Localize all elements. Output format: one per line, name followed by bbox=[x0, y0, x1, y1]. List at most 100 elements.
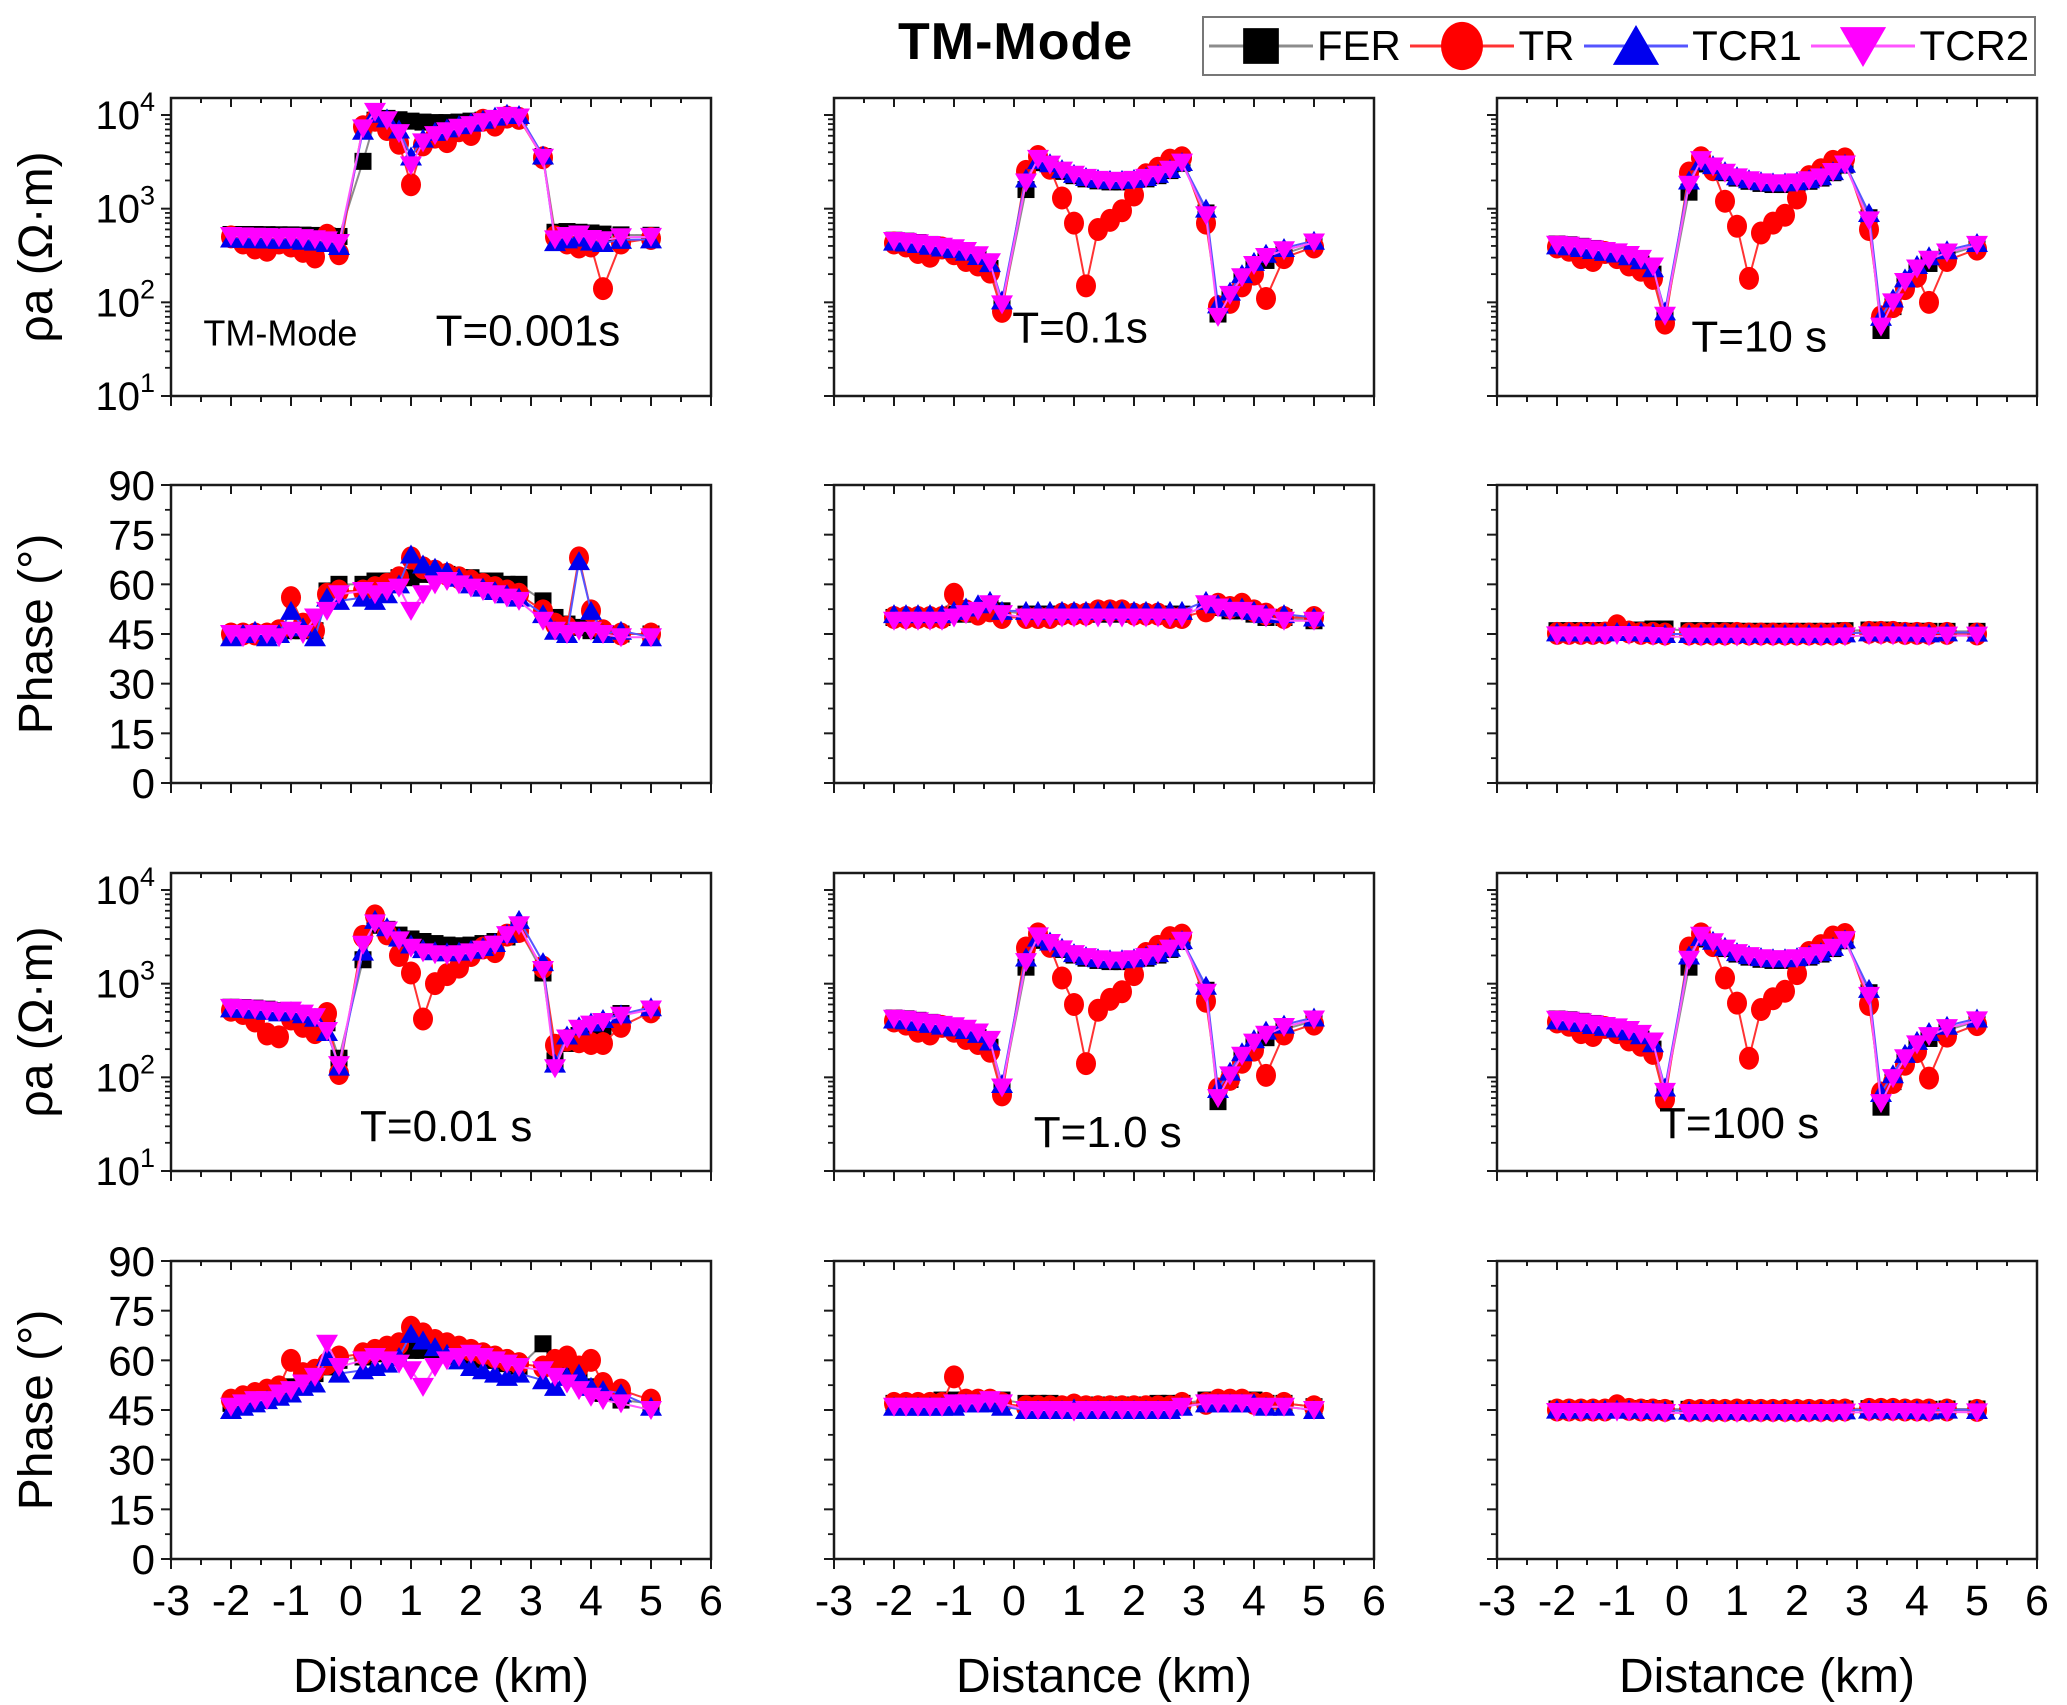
legend-label: FER bbox=[1316, 22, 1401, 69]
svg-text:5: 5 bbox=[1965, 1577, 1989, 1625]
svg-text:45: 45 bbox=[108, 1387, 155, 1434]
svg-text:6: 6 bbox=[1362, 1577, 1386, 1625]
series-markers-tcr2 bbox=[220, 1334, 662, 1420]
svg-text:1: 1 bbox=[399, 1577, 423, 1625]
svg-text:30: 30 bbox=[108, 661, 155, 708]
svg-text:4: 4 bbox=[579, 1577, 603, 1625]
panel-rho-T1.0s: T=1.0 s bbox=[824, 871, 1376, 1181]
svg-text:104: 104 bbox=[95, 862, 155, 913]
series-markers-tcr2 bbox=[883, 927, 1325, 1109]
series-markers-tcr2 bbox=[1546, 1402, 1988, 1423]
svg-text:103: 103 bbox=[95, 181, 155, 232]
svg-text:-3: -3 bbox=[1478, 1577, 1516, 1625]
svg-text:4: 4 bbox=[1905, 1577, 1929, 1625]
series-markers-tcr2 bbox=[220, 572, 662, 648]
svg-text:6: 6 bbox=[2025, 1577, 2049, 1625]
svg-text:15: 15 bbox=[108, 1486, 155, 1533]
svg-text:101: 101 bbox=[95, 368, 155, 419]
x-axis-title: Distance (km) bbox=[293, 1650, 589, 1703]
series-markers-tcr2 bbox=[1546, 151, 1988, 337]
series-markers-tcr2 bbox=[883, 149, 1325, 327]
svg-text:2: 2 bbox=[1785, 1577, 1809, 1625]
svg-text:102: 102 bbox=[95, 1049, 155, 1100]
y-axis-title-rho: ρa (Ω·m) bbox=[10, 151, 63, 342]
square-icon bbox=[1208, 28, 1313, 64]
svg-text:1: 1 bbox=[1062, 1577, 1086, 1625]
svg-text:15: 15 bbox=[108, 710, 155, 757]
legend: FER TR TCR1 TCR2 bbox=[1202, 16, 2036, 76]
svg-text:104: 104 bbox=[95, 87, 155, 138]
legend-item-fer: FER bbox=[1208, 18, 1401, 74]
svg-text:90: 90 bbox=[108, 462, 155, 509]
svg-text:-2: -2 bbox=[875, 1577, 913, 1625]
panel-annotation: T=100 s bbox=[1659, 1099, 1819, 1148]
svg-text:60: 60 bbox=[108, 1337, 155, 1384]
svg-text:3: 3 bbox=[519, 1577, 543, 1625]
panel-rho-T0.1s: T=0.1s bbox=[824, 96, 1376, 406]
svg-text:60: 60 bbox=[108, 561, 155, 608]
panel-phase-T10s bbox=[1487, 483, 2039, 793]
panel-annotation: TM-Mode bbox=[203, 312, 357, 353]
panel-annotation: T=0.001s bbox=[436, 306, 621, 355]
svg-text:103: 103 bbox=[95, 956, 155, 1007]
panel-annotation: T=0.01 s bbox=[360, 1102, 532, 1151]
svg-text:90: 90 bbox=[108, 1238, 155, 1285]
legend-item-tcr1: TCR1 bbox=[1584, 18, 1802, 74]
svg-text:3: 3 bbox=[1845, 1577, 1869, 1625]
svg-text:-2: -2 bbox=[1538, 1577, 1576, 1625]
svg-text:30: 30 bbox=[108, 1437, 155, 1484]
panel-annotation: T=10 s bbox=[1691, 312, 1827, 361]
triangle-down-icon bbox=[1811, 27, 1916, 68]
svg-text:-1: -1 bbox=[1598, 1577, 1636, 1625]
svg-text:1: 1 bbox=[1725, 1577, 1749, 1625]
panel-phase-T0.1s bbox=[824, 483, 1376, 793]
triangle-up-icon bbox=[1584, 25, 1689, 65]
panel-rho-T100s: T=100 s bbox=[1487, 871, 2039, 1181]
svg-text:2: 2 bbox=[459, 1577, 483, 1625]
svg-text:75: 75 bbox=[108, 1288, 155, 1335]
svg-text:-2: -2 bbox=[212, 1577, 250, 1625]
svg-text:-3: -3 bbox=[152, 1577, 190, 1625]
svg-text:45: 45 bbox=[108, 611, 155, 658]
panel-rho-T0.001s: 101 102 103 104 TM-Mode T=0.001s bbox=[95, 87, 713, 419]
svg-text:-3: -3 bbox=[815, 1577, 853, 1625]
svg-text:0: 0 bbox=[132, 1536, 155, 1583]
series-markers-tcr2 bbox=[1546, 926, 1988, 1114]
svg-text:2: 2 bbox=[1122, 1577, 1146, 1625]
svg-text:75: 75 bbox=[108, 512, 155, 559]
y-axis-title-rho: ρa (Ω·m) bbox=[10, 926, 63, 1117]
y-axis-title-phase: Phase (°) bbox=[10, 1310, 63, 1511]
series-markers-tcr2 bbox=[883, 1391, 1325, 1422]
panel-phase-T100s: -3 -2 -1 0 1 2 3 4 5 6 bbox=[1478, 1259, 2049, 1625]
series-markers-tcr2 bbox=[1546, 625, 1988, 647]
x-axis-title: Distance (km) bbox=[956, 1650, 1252, 1703]
legend-item-tr: TR bbox=[1410, 18, 1574, 74]
legend-label: TCR2 bbox=[1919, 22, 2030, 69]
legend-label: TCR1 bbox=[1692, 22, 1802, 69]
series-markers-tcr2 bbox=[220, 102, 662, 253]
panel-rho-T10s: T=10 s bbox=[1487, 96, 2039, 406]
svg-text:5: 5 bbox=[639, 1577, 663, 1625]
legend-label: TR bbox=[1518, 22, 1575, 69]
series-markers-tcr2 bbox=[883, 595, 1325, 631]
panel-annotation: T=1.0 s bbox=[1034, 1108, 1182, 1157]
y-axis-title-phase: Phase (°) bbox=[10, 534, 63, 735]
svg-text:5: 5 bbox=[1302, 1577, 1326, 1625]
svg-text:0: 0 bbox=[132, 760, 155, 807]
panel-phase-T1.0s: -3 -2 -1 0 1 2 3 4 5 6 bbox=[815, 1259, 1386, 1625]
svg-text:0: 0 bbox=[339, 1577, 363, 1625]
svg-text:0: 0 bbox=[1665, 1577, 1689, 1625]
svg-text:0: 0 bbox=[1002, 1577, 1026, 1625]
svg-text:-1: -1 bbox=[272, 1577, 310, 1625]
svg-text:4: 4 bbox=[1242, 1577, 1266, 1625]
svg-text:102: 102 bbox=[95, 274, 155, 325]
svg-text:-1: -1 bbox=[935, 1577, 973, 1625]
svg-text:6: 6 bbox=[699, 1577, 723, 1625]
legend-item-tcr2: TCR2 bbox=[1811, 18, 2029, 74]
panel-rho-T0.01s: 101 102 103 104 T=0.01 s bbox=[95, 862, 713, 1194]
panel-annotation: T=0.1s bbox=[1012, 303, 1148, 352]
